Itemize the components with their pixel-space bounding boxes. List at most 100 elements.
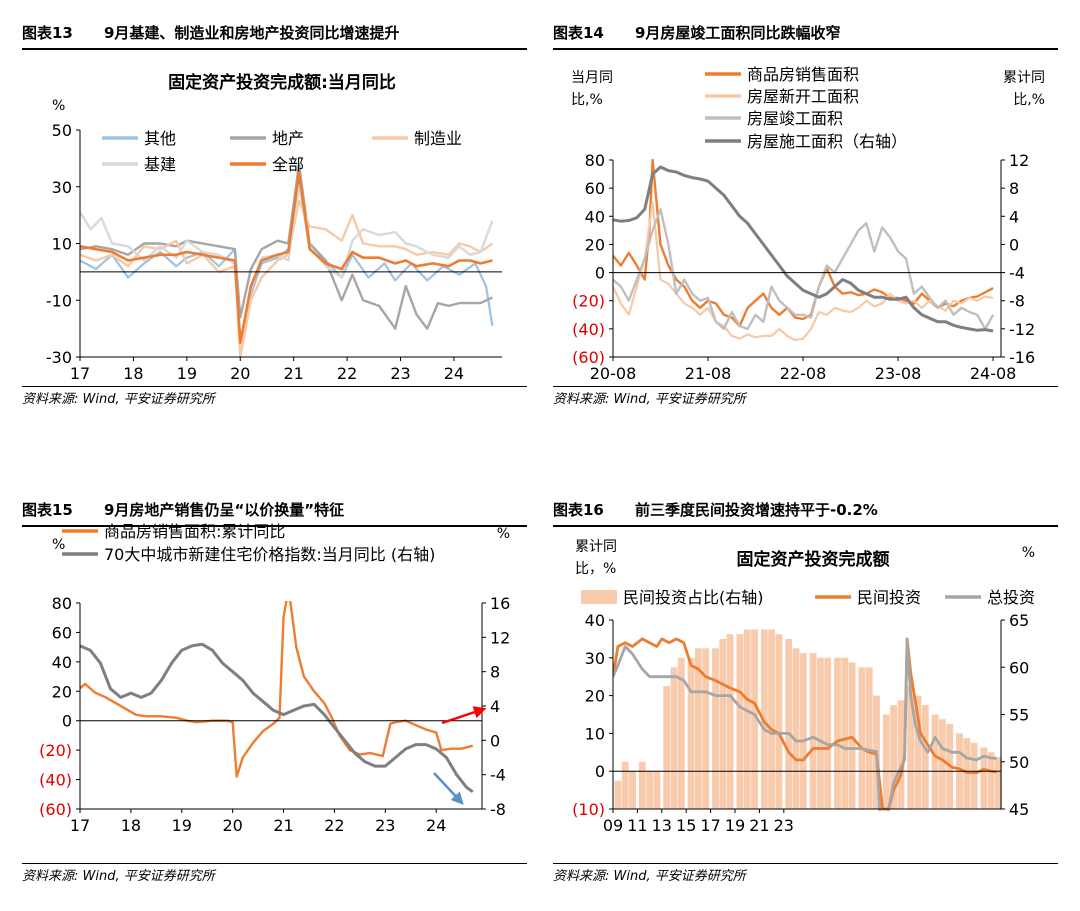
series-line-0 <box>80 601 474 778</box>
y2-tick-label: 50 <box>1009 753 1029 772</box>
panel-13: 图表13 9月基建、制造业和房地产投资同比增速提升 50 30 10 -10 -30 17 1… <box>22 22 527 410</box>
bar-private-share <box>817 657 824 809</box>
y2-tick-label: 65 <box>1009 611 1029 630</box>
legend-label: 房屋新开工面积 <box>747 87 859 106</box>
bar-private-share <box>987 752 995 809</box>
bar-private-share <box>865 667 873 810</box>
legend-label: 70大中城市新建住宅价格指数:当月同比 (右轴) <box>104 545 435 564</box>
x-tick-label: 20-08 <box>590 364 637 383</box>
figure-title: 9月房地产销售仍呈“以价换量”特征 <box>104 501 345 519</box>
bar-private-share <box>995 757 1002 809</box>
legend-label: 制造业 <box>414 129 462 148</box>
y-tick-label: 40 <box>585 207 605 226</box>
y-tick-label: (60) <box>39 800 72 819</box>
x-tick-label: 20 <box>222 816 242 835</box>
y-tick-label: (60) <box>572 348 605 367</box>
x-tick-label: 18 <box>123 364 143 383</box>
panel-15: 图表15 9月房地产销售仍呈“以价换量”特征 80 60 40 20 0 (20) (40)(… <box>22 499 527 889</box>
bar-private-share <box>841 657 849 809</box>
x-tick-label: 21 <box>283 364 303 383</box>
y2-tick-label: -8 <box>1009 292 1025 311</box>
bar-private-share <box>858 667 866 810</box>
chart-title: 固定资产投资完成额:当月同比 <box>168 72 396 93</box>
title-rule <box>22 525 527 527</box>
bar-private-share <box>882 714 890 809</box>
y2-tick-label: -8 <box>490 800 506 819</box>
legend-label: 房屋施工面积（右轴） <box>747 132 907 151</box>
left-axis-unit: 比,% <box>571 92 603 108</box>
legend-label: 民间投资占比(右轴) <box>623 588 764 607</box>
plot-area <box>80 601 474 794</box>
y-tick-label: 30 <box>52 178 72 197</box>
series-line-1 <box>80 162 493 330</box>
bar-private-share <box>638 761 646 810</box>
bar-private-share <box>736 634 744 809</box>
panel-title: 图表16 前三季度民间投资增速持平于-0.2% <box>553 499 878 521</box>
y2-tick-label: 8 <box>1009 179 1019 198</box>
plot-area <box>613 629 1002 811</box>
series-line-1 <box>613 637 997 811</box>
x-tick-label: 21-08 <box>685 364 732 383</box>
y2-tick-label: 8 <box>490 663 500 682</box>
left-axis-unit: 累计同 <box>575 539 617 555</box>
series-line-2 <box>80 199 494 359</box>
y-tick-label: 20 <box>585 235 605 254</box>
legend-label: 基建 <box>144 155 176 174</box>
figure-number: 图表16 <box>553 501 604 519</box>
x-tick-label: 11 <box>627 816 647 835</box>
chart-title: 固定资产投资完成额 <box>737 549 890 570</box>
chart-16: 40 30 20 10 0 (10) 65 60 55 50 45 09 11 13 15 17 19 21 23 固… <box>572 539 1035 835</box>
right-axis-unit: % <box>1022 545 1035 561</box>
bar-private-share <box>824 657 832 809</box>
source-note: 资料来源: Wind, 平安证券研究所 <box>22 869 215 884</box>
y2-tick-label: 16 <box>490 594 510 613</box>
bar-private-share <box>687 657 695 809</box>
bar-private-share <box>646 771 653 809</box>
panel-14: 图表14 9月房屋竣工面积同比跌幅收窄 80 60 40 20 0 (20) (40) (60)… <box>553 22 1058 410</box>
bar-private-share <box>848 662 856 809</box>
x-tick-label: 22 <box>337 364 357 383</box>
plot-area <box>80 162 494 359</box>
bar-private-share <box>890 705 897 809</box>
chart-14: 806040200(20)(40)(60)12840-4-8-12-1620-0… <box>571 65 1045 383</box>
y-tick-label: 30 <box>585 649 605 668</box>
figure-number: 图表15 <box>22 501 73 519</box>
y-tick-label: (40) <box>572 320 605 339</box>
figure-title: 9月基建、制造业和房地产投资同比增速提升 <box>104 24 400 42</box>
title-rule <box>553 48 1058 50</box>
legend-label: 房屋竣工面积 <box>747 109 843 128</box>
x-tick-label: 17 <box>70 364 90 383</box>
source-rule <box>22 863 527 864</box>
x-tick-label: 22-08 <box>780 364 827 383</box>
y-tick-label: 20 <box>585 687 605 706</box>
x-tick-label: 24 <box>426 816 446 835</box>
right-axis-unit: % <box>497 526 510 542</box>
y-tick-label: (20) <box>39 741 72 760</box>
x-tick-label: 24 <box>444 364 464 383</box>
bar-private-share <box>834 657 841 809</box>
bar-private-share <box>897 700 905 809</box>
legend-label: 地产 <box>272 129 304 148</box>
legend-label: 商品房销售面积 <box>747 65 859 84</box>
x-tick-label: 19 <box>172 816 192 835</box>
left-axis-unit: 比，% <box>575 561 616 577</box>
bar-private-share <box>743 629 751 809</box>
bar-private-share <box>695 648 702 809</box>
bar-private-share <box>621 761 629 810</box>
bar-private-share <box>712 648 719 809</box>
y2-tick-label: 0 <box>490 731 500 750</box>
source-note: 资料来源: Wind, 平安证券研究所 <box>553 869 746 884</box>
y-tick-label: 50 <box>52 121 72 140</box>
title-rule <box>553 525 1058 527</box>
y2-tick-label: 0 <box>1009 235 1019 254</box>
x-tick-label: 15 <box>676 816 696 835</box>
x-tick-label: 21 <box>273 816 293 835</box>
bar-private-share <box>809 653 817 809</box>
y-tick-label: (40) <box>39 771 72 790</box>
x-tick-label: 23 <box>774 816 794 835</box>
left-axis-unit: 当月同 <box>571 70 613 86</box>
y2-tick-label: -4 <box>490 766 506 785</box>
y-tick-label: 0 <box>595 264 605 283</box>
bar-private-share <box>702 648 710 809</box>
